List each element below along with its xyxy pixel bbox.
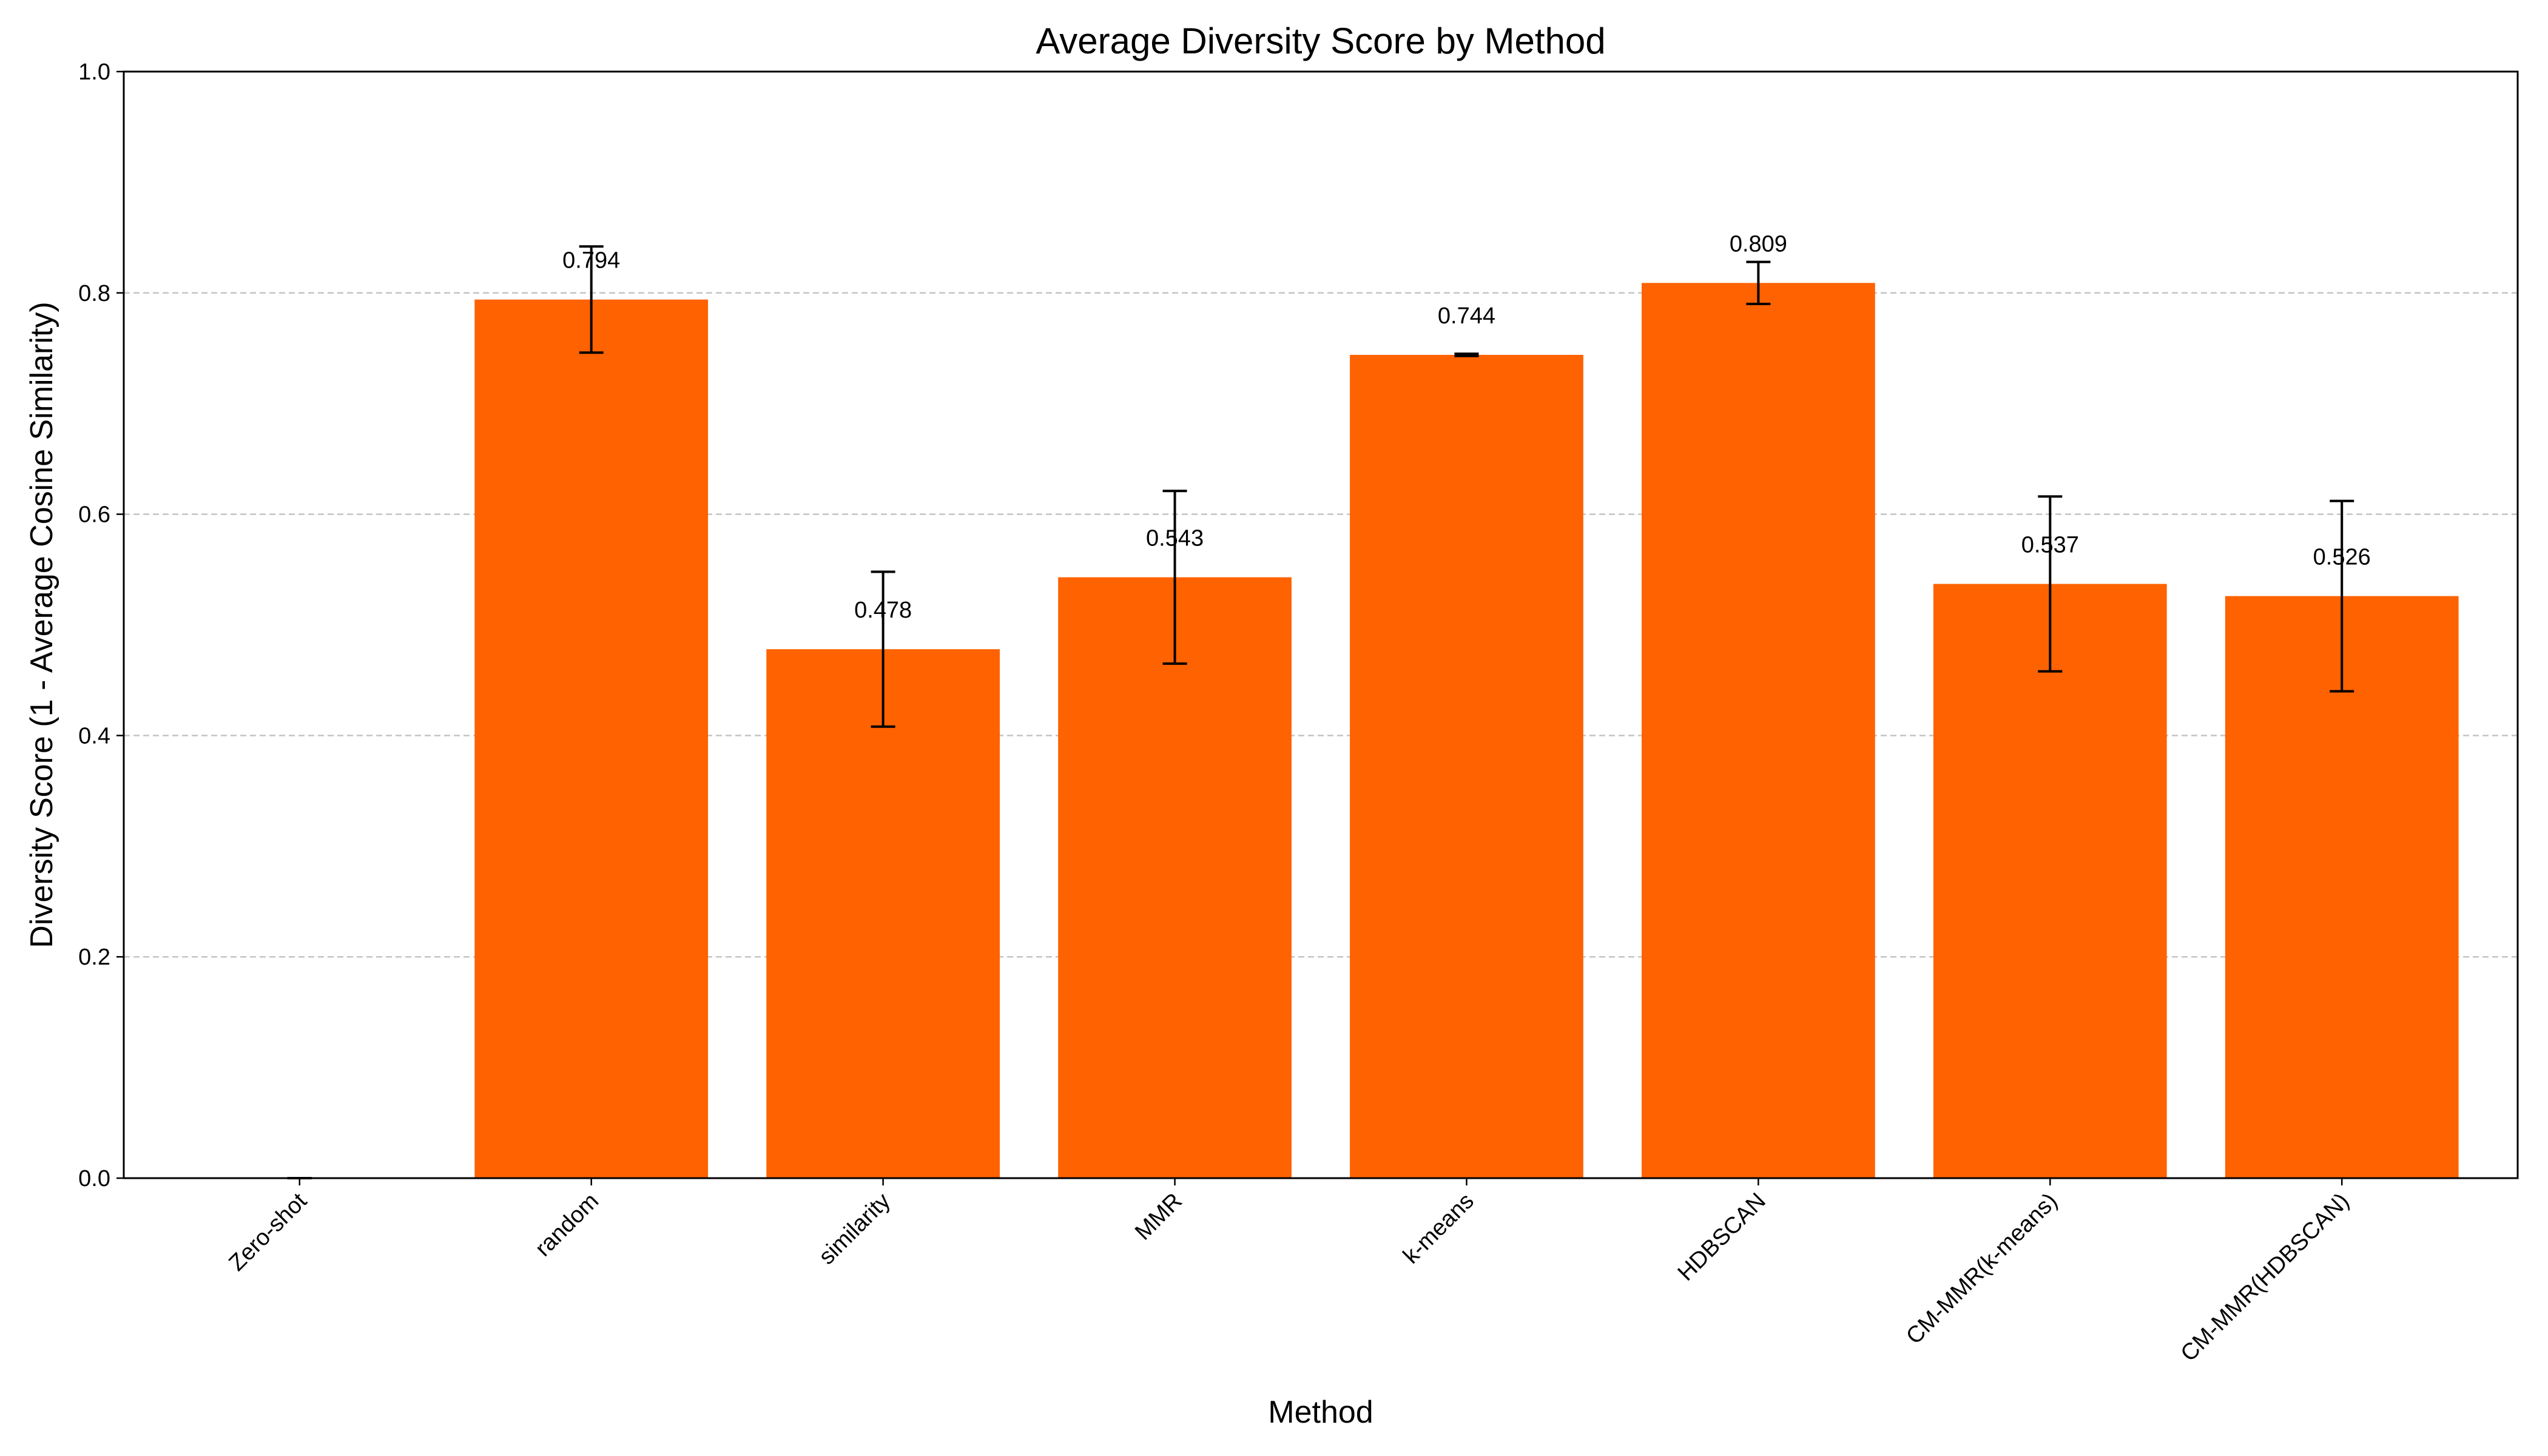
bar bbox=[1058, 577, 1292, 1178]
y-tick-label: 0.8 bbox=[78, 281, 110, 306]
bar bbox=[474, 299, 709, 1178]
bar bbox=[2225, 596, 2459, 1178]
data-label: 0.478 bbox=[854, 598, 912, 623]
bar bbox=[1642, 283, 1875, 1178]
data-labels: 0.794 0.478 0.543 0.744 0.809 0.537 0.526 bbox=[562, 231, 2371, 623]
chart-title: Average Diversity Score by Method bbox=[1036, 21, 1605, 61]
data-label: 0.537 bbox=[2021, 533, 2079, 558]
y-tick-label: 0.0 bbox=[78, 1166, 110, 1191]
bar bbox=[766, 649, 1000, 1178]
y-axis-label: Diversity Score (1 - Average Cosine Simi… bbox=[24, 302, 59, 948]
error-bars bbox=[287, 245, 2354, 1179]
y-tick-label: 0.4 bbox=[78, 723, 110, 749]
y-tick-label: 0.6 bbox=[78, 502, 110, 528]
data-label: 0.543 bbox=[1146, 526, 1204, 551]
bar bbox=[1350, 354, 1583, 1178]
y-tick-label: 1.0 bbox=[78, 59, 110, 85]
plot-frame bbox=[123, 70, 2519, 1179]
bars bbox=[474, 283, 2459, 1178]
x-axis-label: Method bbox=[1268, 1395, 1373, 1430]
data-label: 0.744 bbox=[1438, 303, 1495, 329]
data-label: 0.526 bbox=[2313, 545, 2371, 570]
y-axis-ticks: 0.0 0.2 0.4 0.6 0.8 1.0 bbox=[78, 59, 124, 1191]
y-tick-label: 0.2 bbox=[78, 945, 110, 970]
data-label: 0.794 bbox=[562, 248, 620, 274]
data-label: 0.809 bbox=[1730, 231, 1787, 257]
bar bbox=[1933, 584, 2167, 1178]
